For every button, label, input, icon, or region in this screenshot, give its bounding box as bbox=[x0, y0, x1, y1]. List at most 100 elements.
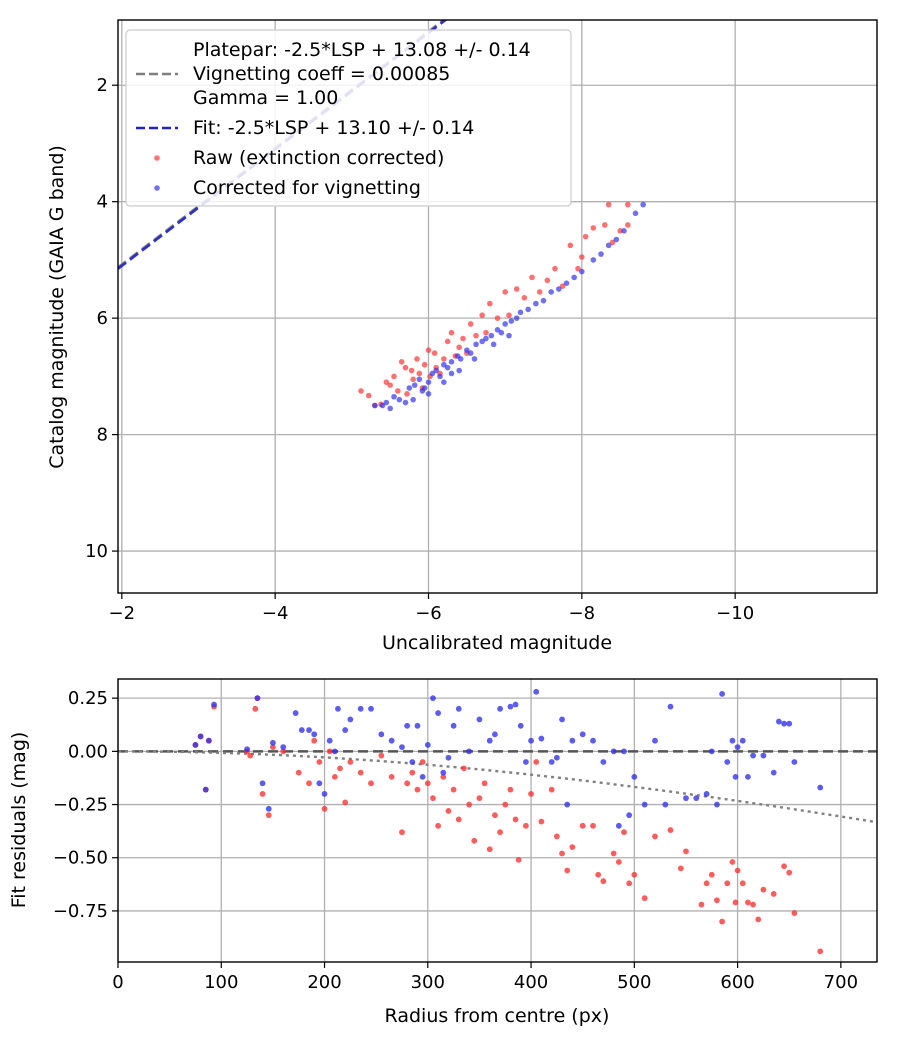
calibration-x-tick-label: −2 bbox=[109, 603, 136, 624]
calibration-data-point bbox=[425, 391, 432, 397]
residuals-data-point bbox=[357, 705, 364, 712]
residuals-data-point bbox=[335, 705, 341, 712]
calibration-data-point bbox=[391, 373, 397, 380]
residuals-data-point bbox=[342, 727, 349, 733]
residuals-data-point bbox=[750, 752, 756, 759]
legend-box bbox=[125, 29, 572, 207]
calibration-data-point bbox=[383, 379, 390, 386]
residuals-data-point bbox=[786, 720, 793, 727]
residuals-data-point bbox=[781, 863, 787, 870]
calibration-data-point bbox=[544, 277, 551, 284]
residuals-data-point bbox=[533, 759, 540, 765]
calibration-data-point bbox=[404, 391, 410, 397]
residuals-data-point bbox=[205, 737, 212, 744]
calibration-data-point bbox=[444, 364, 451, 371]
residuals-data-point bbox=[265, 812, 272, 819]
residuals-data-point bbox=[590, 737, 596, 744]
residuals-data-point bbox=[600, 759, 607, 765]
residuals-data-point bbox=[486, 737, 493, 744]
calibration-data-point bbox=[365, 392, 372, 399]
residuals-data-point bbox=[409, 759, 416, 765]
residuals-data-point bbox=[259, 780, 266, 787]
residuals-axes-frame bbox=[117, 678, 878, 963]
calibration-data-point bbox=[379, 402, 386, 409]
residuals-data-point bbox=[440, 769, 447, 776]
residuals-data-point bbox=[621, 829, 627, 836]
calibration-data-point bbox=[402, 399, 409, 406]
residuals-data-point bbox=[247, 752, 254, 759]
residuals-data-point bbox=[683, 795, 689, 802]
residuals-data-point bbox=[440, 773, 447, 780]
calibration-data-point bbox=[483, 335, 489, 342]
calibration-data-point bbox=[383, 399, 390, 406]
residuals-data-point bbox=[254, 695, 261, 702]
calibration-data-point bbox=[488, 332, 495, 339]
residuals-data-point bbox=[337, 765, 343, 772]
calibration-data-point bbox=[416, 370, 423, 377]
residuals-plot: 0 100 200 300 400 500 600 700 0.25 0.00 −0.25 −0.50… bbox=[8, 678, 878, 1027]
residuals-data-point bbox=[569, 844, 576, 850]
residuals-data-point bbox=[559, 850, 565, 857]
residuals-data-point bbox=[564, 801, 571, 808]
calibration-axes-frame bbox=[117, 19, 878, 594]
calibration-legend: Platepar: -2.5*LSP + 13.08 +/- 0.14 Vign… bbox=[125, 29, 572, 207]
calibration-data-point bbox=[605, 201, 612, 208]
calibration-data-point bbox=[582, 233, 589, 240]
residuals-data-point bbox=[497, 705, 503, 712]
calibration-data-point bbox=[448, 359, 455, 365]
residuals-data-point bbox=[192, 742, 199, 748]
calibration-data-point bbox=[408, 367, 415, 374]
calibration-data-point bbox=[467, 321, 474, 327]
residuals-data-point bbox=[331, 748, 338, 755]
calibration-data-point bbox=[457, 356, 464, 362]
calibration-data-point bbox=[508, 318, 515, 324]
residuals-data-point bbox=[569, 737, 576, 744]
residuals-data-point bbox=[724, 880, 731, 887]
residuals-data-point bbox=[347, 716, 354, 723]
residuals-data-point bbox=[760, 752, 767, 759]
calibration-y-tick-label: 6 bbox=[97, 308, 108, 329]
residuals-data-point bbox=[781, 720, 787, 727]
residuals-data-point bbox=[667, 703, 674, 710]
calibration-data-point bbox=[498, 329, 505, 336]
residuals-data-point bbox=[600, 878, 607, 885]
residuals-y-tick-label: 0.25 bbox=[68, 688, 108, 709]
calibration-data-point bbox=[473, 341, 479, 348]
residuals-data-point bbox=[424, 742, 431, 748]
calibration-data-point bbox=[552, 265, 558, 272]
calibration-data-point bbox=[536, 289, 543, 295]
residuals-data-point bbox=[342, 799, 349, 806]
residuals-data-point bbox=[522, 822, 529, 829]
residuals-x-axis-label: Radius from centre (px) bbox=[385, 1005, 610, 1027]
calibration-y-tick-label: 2 bbox=[97, 75, 108, 96]
residuals-data-point bbox=[409, 769, 416, 776]
calibration-data-point bbox=[490, 341, 497, 348]
residuals-data-point bbox=[430, 695, 436, 702]
calibration-data-point bbox=[487, 300, 493, 307]
calibration-data-point bbox=[494, 315, 501, 321]
residuals-data-point bbox=[368, 705, 374, 712]
calibration-y-tick-label: 4 bbox=[97, 192, 108, 213]
calibration-data-point bbox=[517, 309, 524, 316]
calibration-data-point bbox=[609, 239, 616, 246]
calibration-x-axis-label: Uncalibrated magnitude bbox=[382, 632, 612, 654]
residuals-x-tick-label: 600 bbox=[720, 972, 754, 993]
residuals-data-point bbox=[259, 791, 266, 797]
residuals-ticks: 0 100 200 300 400 500 600 700 0.25 0.00 −0.25 −0.50… bbox=[53, 688, 858, 993]
residuals-data-point bbox=[641, 801, 648, 808]
residuals-data-point bbox=[714, 801, 720, 808]
residuals-data-point bbox=[631, 773, 638, 780]
residuals-data-point bbox=[512, 701, 519, 708]
calibration-data-point bbox=[548, 289, 554, 295]
residuals-x-tick-label: 100 bbox=[204, 972, 238, 993]
calibration-data-point bbox=[556, 286, 562, 292]
calibration-data-point bbox=[460, 335, 466, 342]
residuals-x-tick-label: 200 bbox=[307, 972, 341, 993]
calibration-data-point bbox=[640, 201, 646, 208]
calibration-data-point bbox=[387, 382, 393, 388]
residuals-data-point bbox=[745, 773, 751, 780]
residuals-data-point bbox=[399, 744, 405, 750]
calibration-data-point bbox=[506, 332, 512, 339]
calibration-data-point bbox=[559, 283, 566, 289]
